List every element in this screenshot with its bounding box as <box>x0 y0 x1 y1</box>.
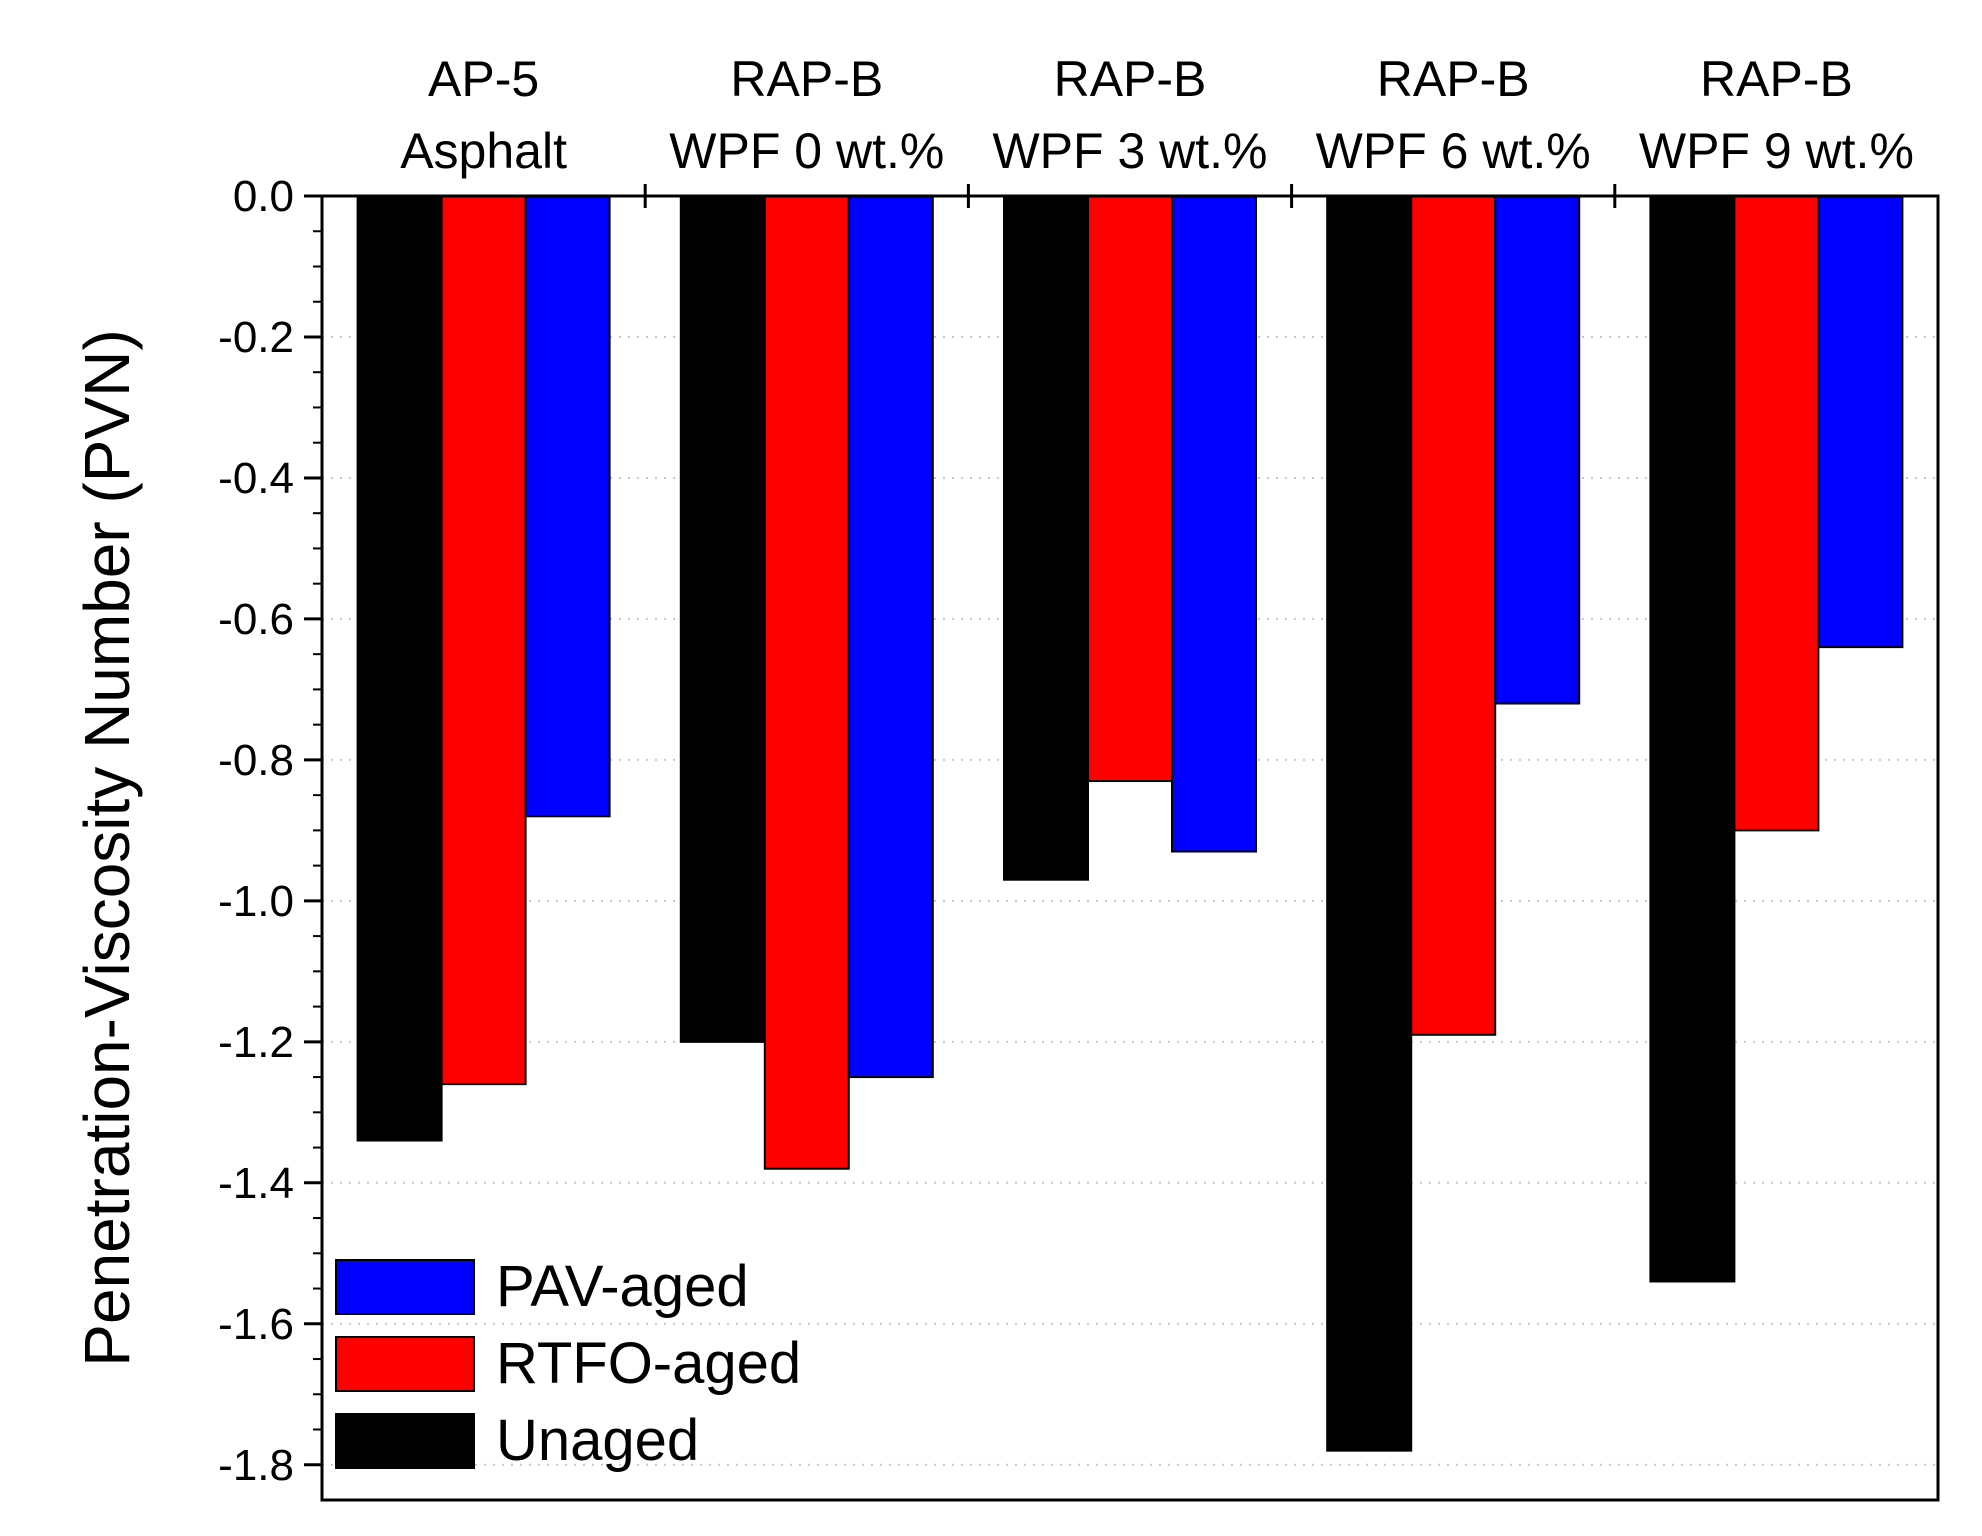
category-label: RAP-B <box>1377 51 1530 107</box>
legend-label: RTFO-aged <box>496 1331 801 1396</box>
category-label: WPF 0 wt.% <box>669 123 944 179</box>
bar-pav-aged-5 <box>1817 195 1904 649</box>
category-label: WPF 9 wt.% <box>1639 123 1914 179</box>
category-label: RAP-B <box>1054 51 1207 107</box>
legend-label: PAV-aged <box>496 1254 749 1319</box>
y-tick-label: -0.8 <box>218 736 294 785</box>
legend: PAV-aged RTFO-aged Unaged <box>335 1254 801 1473</box>
bar-unaged-2 <box>679 195 766 1043</box>
y-tick-label: -1.2 <box>218 1018 294 1067</box>
plot-frame <box>320 194 1940 1502</box>
bar-rtfo-aged-1 <box>440 195 527 1086</box>
category-label: RAP-B <box>730 51 883 107</box>
bar-unaged-5 <box>1649 195 1736 1283</box>
bar-unaged-3 <box>1003 195 1089 881</box>
bar-pav-aged-4 <box>1494 195 1581 705</box>
category-label: WPF 3 wt.% <box>992 123 1267 179</box>
legend-swatch-pav-aged <box>335 1259 475 1315</box>
legend-label: Unaged <box>496 1408 699 1473</box>
y-tick-label: -1.0 <box>218 877 294 926</box>
legend-swatch-unaged <box>335 1413 475 1469</box>
y-tick-label: -0.4 <box>218 454 294 503</box>
y-tick-label: -1.8 <box>218 1441 294 1490</box>
bar-pav-aged-3 <box>1171 195 1257 853</box>
y-tick-label: -0.6 <box>218 595 294 644</box>
y-tick-label: -0.2 <box>218 313 294 362</box>
axis-labels: 0.0 -0.2 -0.4 -0.6 -0.8 -1.0 -1.2 -1.4 -1.6 -1.8 A… <box>218 51 1914 1490</box>
category-label: Asphalt <box>400 123 567 179</box>
y-tick-label: -1.4 <box>218 1159 294 1208</box>
bar-pav-aged-1 <box>524 195 611 818</box>
legend-swatch-rtfo-aged <box>335 1336 475 1392</box>
bars <box>356 195 1904 1452</box>
axes <box>304 184 1940 1502</box>
category-label: AP-5 <box>428 51 539 107</box>
bar-rtfo-aged-3 <box>1087 195 1173 783</box>
category-label: RAP-B <box>1700 51 1853 107</box>
y-tick-label: -1.6 <box>218 1300 294 1349</box>
bar-rtfo-aged-4 <box>1410 195 1497 1036</box>
bar-rtfo-aged-5 <box>1733 195 1820 832</box>
y-tick-label: 0.0 <box>233 172 294 221</box>
y-axis-title: Penetration-Viscosity Number (PVN) <box>71 329 143 1366</box>
bar-rtfo-aged-2 <box>763 195 850 1170</box>
category-label: WPF 6 wt.% <box>1316 123 1591 179</box>
bar-pav-aged-2 <box>847 195 934 1079</box>
bar-unaged-4 <box>1326 195 1413 1452</box>
bar-unaged-1 <box>356 195 443 1142</box>
